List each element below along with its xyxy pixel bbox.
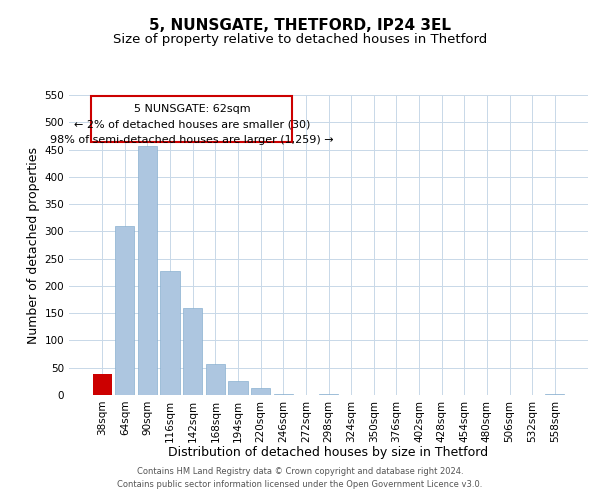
Text: Contains HM Land Registry data © Crown copyright and database right 2024.: Contains HM Land Registry data © Crown c… xyxy=(137,467,463,476)
Bar xyxy=(274,394,293,395)
Bar xyxy=(183,308,202,395)
Bar xyxy=(160,270,180,395)
Y-axis label: Number of detached properties: Number of detached properties xyxy=(27,146,40,344)
X-axis label: Distribution of detached houses by size in Thetford: Distribution of detached houses by size … xyxy=(169,446,488,459)
Bar xyxy=(229,381,248,395)
Bar xyxy=(251,388,270,395)
Text: ← 2% of detached houses are smaller (30): ← 2% of detached houses are smaller (30) xyxy=(74,120,310,130)
Bar xyxy=(115,226,134,395)
Bar xyxy=(92,374,112,395)
Bar xyxy=(138,146,157,395)
Bar xyxy=(206,364,225,395)
Text: 5, NUNSGATE, THETFORD, IP24 3EL: 5, NUNSGATE, THETFORD, IP24 3EL xyxy=(149,18,451,32)
Bar xyxy=(319,394,338,395)
FancyBboxPatch shape xyxy=(91,96,292,142)
Text: Contains public sector information licensed under the Open Government Licence v3: Contains public sector information licen… xyxy=(118,480,482,489)
Text: 98% of semi-detached houses are larger (1,259) →: 98% of semi-detached houses are larger (… xyxy=(50,135,334,145)
Bar xyxy=(545,394,565,395)
Text: 5 NUNSGATE: 62sqm: 5 NUNSGATE: 62sqm xyxy=(134,104,250,115)
Text: Size of property relative to detached houses in Thetford: Size of property relative to detached ho… xyxy=(113,32,487,46)
